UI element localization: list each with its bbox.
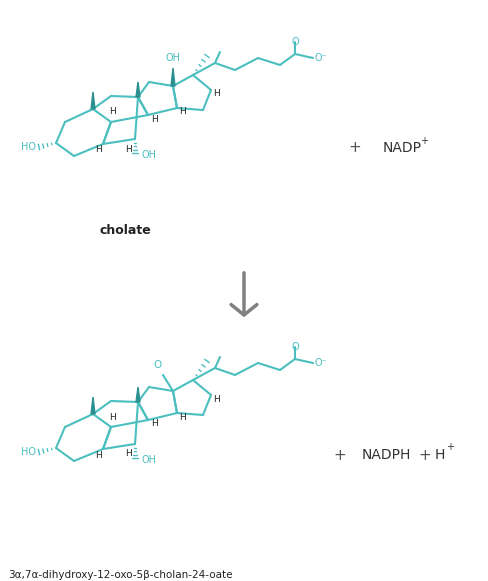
Polygon shape bbox=[91, 92, 95, 109]
Text: cholate: cholate bbox=[99, 224, 151, 236]
Text: H: H bbox=[96, 450, 102, 460]
Text: NADP: NADP bbox=[383, 141, 422, 155]
Text: H: H bbox=[214, 394, 221, 403]
Text: 3α,7α-dihydroxy-12-oxo-5β-cholan-24-oate: 3α,7α-dihydroxy-12-oxo-5β-cholan-24-oate bbox=[8, 570, 232, 580]
Polygon shape bbox=[91, 397, 95, 414]
Text: HO: HO bbox=[20, 447, 36, 457]
Text: O⁻: O⁻ bbox=[315, 53, 327, 63]
Text: H: H bbox=[125, 450, 132, 458]
Text: OH: OH bbox=[142, 150, 157, 160]
Text: +: + bbox=[420, 136, 428, 146]
Text: H: H bbox=[435, 448, 446, 462]
Text: OH: OH bbox=[142, 455, 157, 465]
Text: H: H bbox=[214, 89, 221, 99]
Text: O⁻: O⁻ bbox=[315, 358, 327, 368]
Text: H: H bbox=[110, 107, 116, 117]
Text: O: O bbox=[291, 342, 299, 352]
Text: HO: HO bbox=[20, 142, 36, 152]
Text: H: H bbox=[96, 145, 102, 155]
Text: +: + bbox=[334, 447, 346, 462]
Polygon shape bbox=[136, 82, 140, 97]
Text: O: O bbox=[154, 360, 162, 370]
Polygon shape bbox=[136, 387, 140, 402]
Polygon shape bbox=[171, 68, 175, 86]
Text: H: H bbox=[180, 107, 186, 117]
Text: H: H bbox=[110, 413, 116, 421]
Text: OH: OH bbox=[165, 53, 181, 63]
Text: +: + bbox=[418, 447, 431, 462]
Text: H: H bbox=[180, 413, 186, 421]
Text: NADPH: NADPH bbox=[362, 448, 411, 462]
Text: +: + bbox=[348, 141, 362, 156]
Text: H: H bbox=[151, 114, 157, 124]
Text: O: O bbox=[291, 37, 299, 47]
Text: H: H bbox=[125, 145, 132, 153]
Text: +: + bbox=[446, 442, 454, 452]
Text: H: H bbox=[151, 419, 157, 429]
